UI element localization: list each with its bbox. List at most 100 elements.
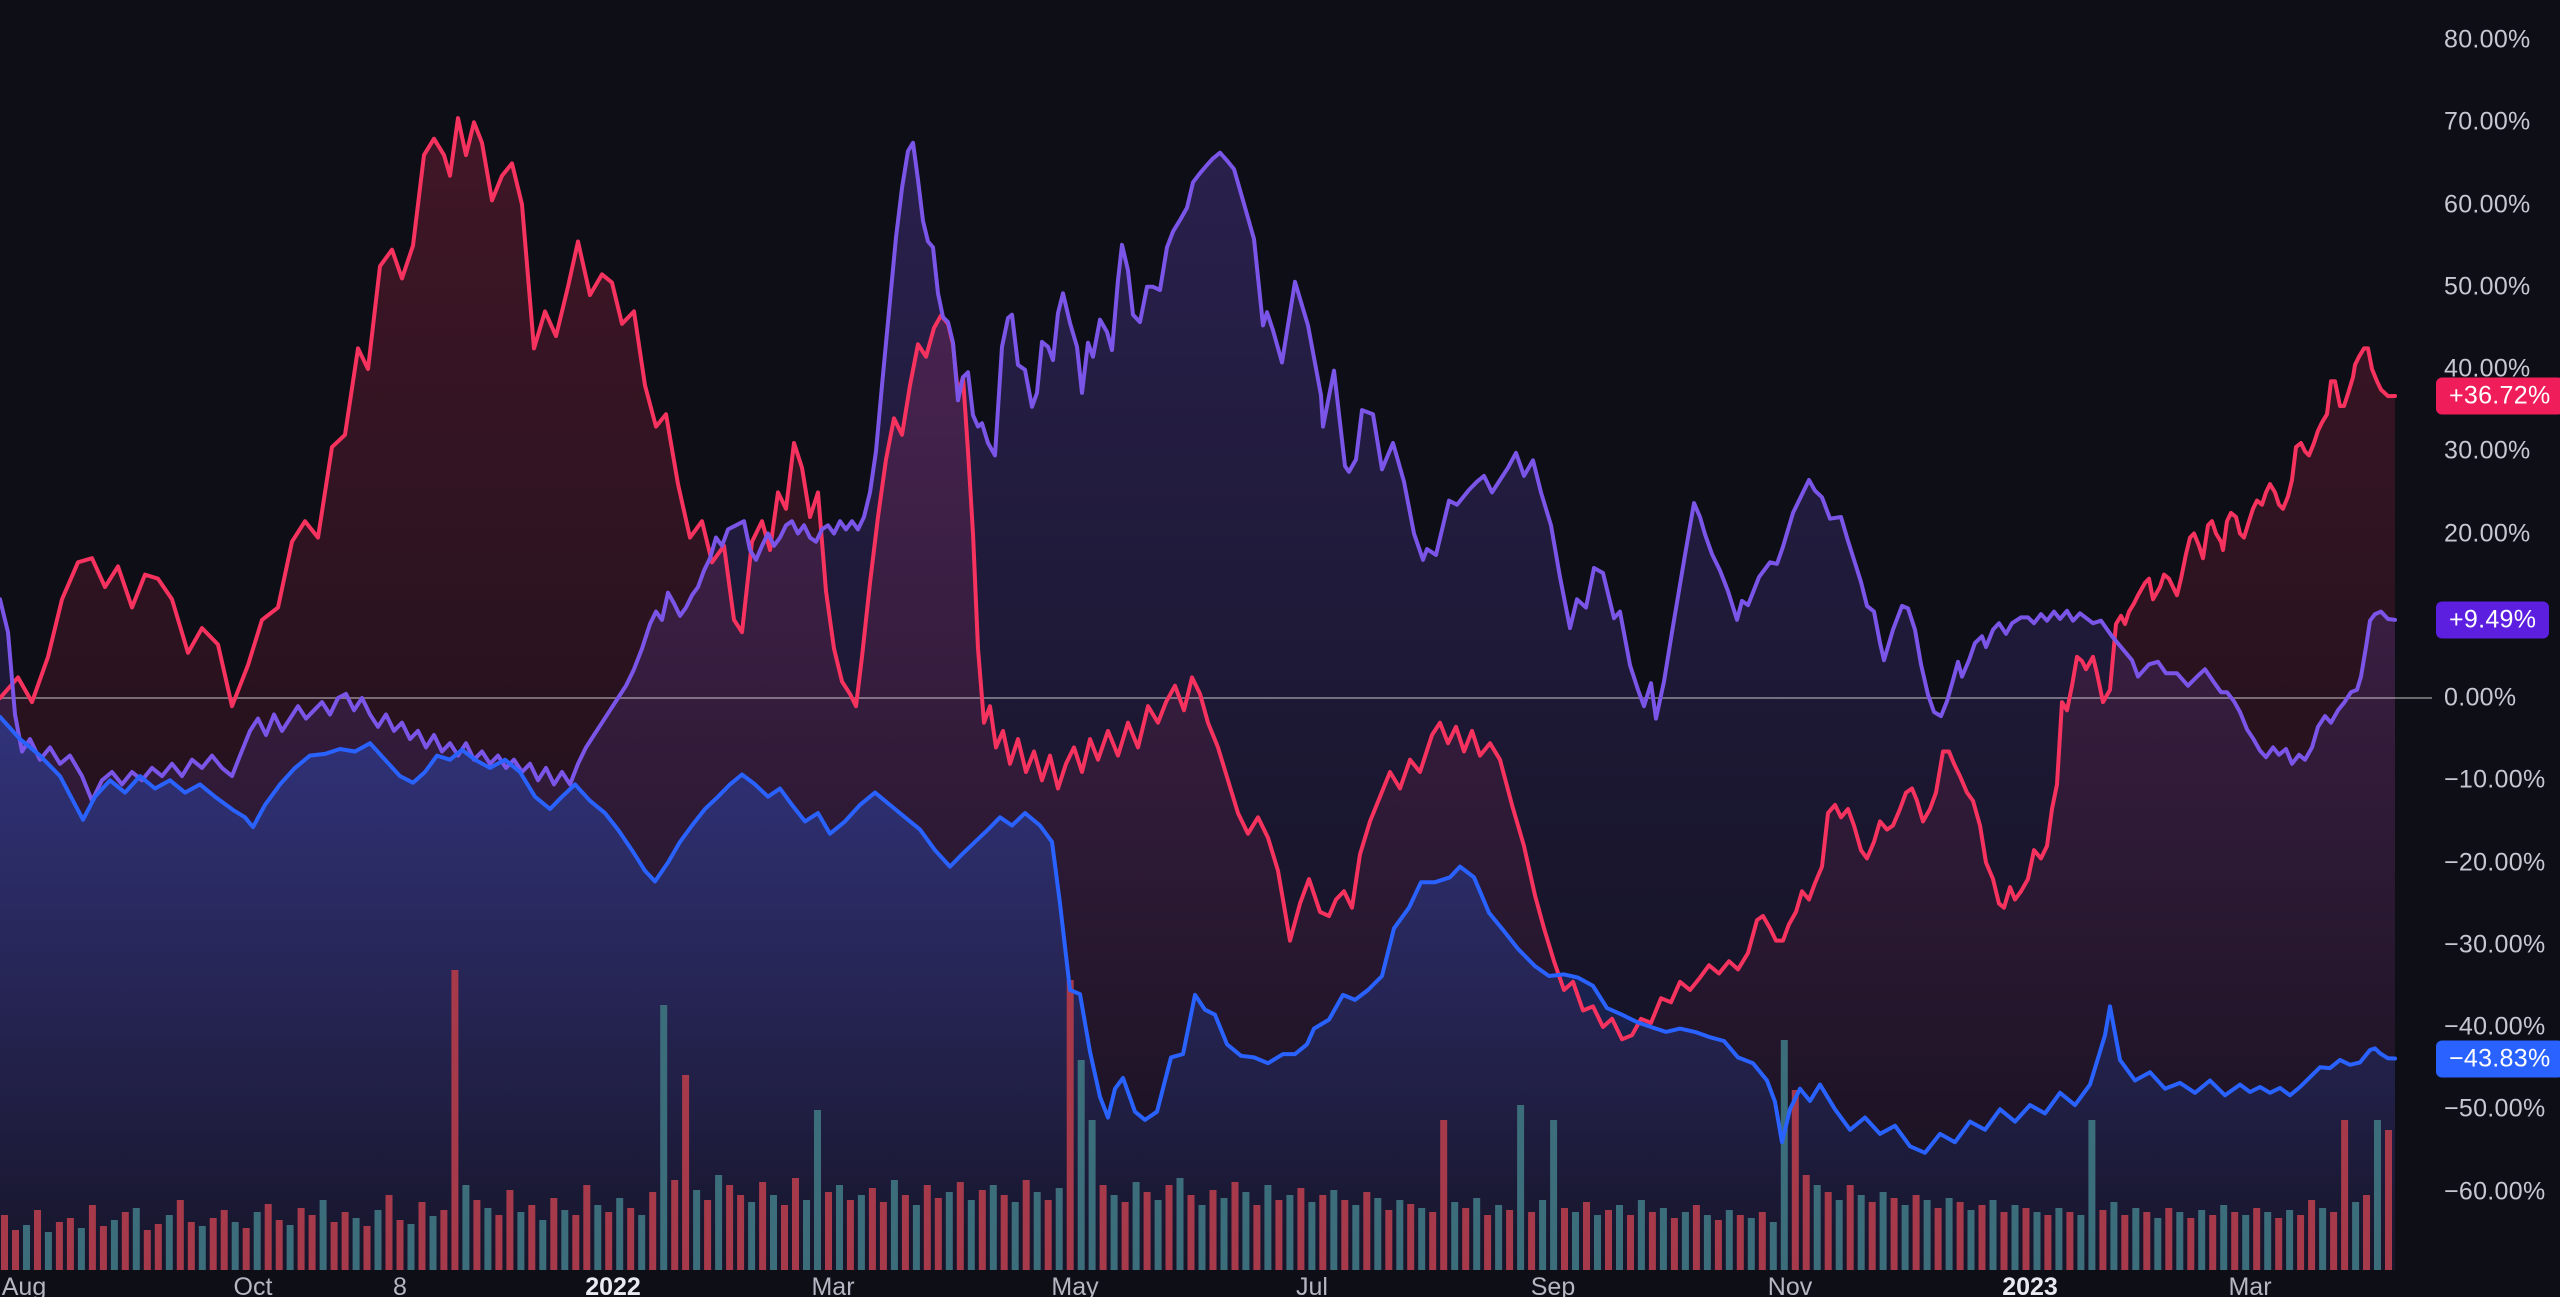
volume-bar <box>825 1192 832 1270</box>
volume-bar <box>759 1182 767 1270</box>
volume-bar <box>1572 1212 1579 1270</box>
volume-bar <box>110 1220 118 1270</box>
volume-bar <box>1418 1208 1426 1270</box>
volume-bar <box>605 1212 613 1270</box>
volume-bar <box>616 1198 624 1270</box>
volume-bar <box>1769 1222 1777 1270</box>
volume-bar <box>879 1202 887 1270</box>
volume-bar <box>330 1222 338 1270</box>
volume-bar <box>1681 1212 1689 1270</box>
volume-bar <box>1088 1120 1096 1270</box>
volume-bar <box>2099 1210 2107 1270</box>
volume-bar <box>682 1075 690 1270</box>
volume-bar <box>2341 1120 2349 1270</box>
volume-bar <box>2231 1212 2239 1270</box>
volume-bar <box>2011 1205 2019 1270</box>
series-red-line[interactable] <box>0 116 2397 1042</box>
volume-bar <box>1099 1185 1107 1270</box>
volume-bar <box>2165 1208 2173 1270</box>
volume-bar <box>1484 1215 1492 1270</box>
volume-bar <box>1780 1040 1788 1270</box>
zero-gridline <box>0 697 2432 699</box>
volume-bar <box>1648 1212 1656 1270</box>
volume-bar <box>1308 1202 1316 1270</box>
volume-bar <box>1264 1185 1272 1270</box>
volume-bar <box>1165 1185 1173 1270</box>
volume-bar <box>1725 1210 1733 1270</box>
volume-bar <box>550 1198 558 1270</box>
time-axis-label: 8 <box>393 1273 407 1297</box>
volume-bar <box>1495 1205 1503 1270</box>
volume-bar <box>2374 1120 2381 1270</box>
volume-bar <box>341 1212 349 1270</box>
volume-bar <box>1132 1182 1140 1270</box>
price-lines <box>0 116 2397 1155</box>
area-fills <box>0 118 2395 1271</box>
volume-bar <box>2385 1130 2392 1270</box>
time-axis-label: Aug <box>1 1273 47 1297</box>
volume-bar <box>2363 1195 2370 1270</box>
y-axis-tick-label: −60.00% <box>2444 1177 2546 1205</box>
volume-bar <box>627 1208 635 1270</box>
volume-bar <box>594 1205 602 1270</box>
volume-bar <box>528 1205 536 1270</box>
volume-bar <box>99 1226 107 1270</box>
volume-bar <box>945 1192 953 1270</box>
volume-bar <box>1890 1198 1898 1270</box>
volume-bar <box>1297 1188 1305 1270</box>
volume-bar <box>1692 1205 1700 1270</box>
volume-bar <box>539 1220 547 1270</box>
volume-bar <box>517 1212 525 1270</box>
volume-bar <box>1286 1195 1294 1270</box>
volume-bar <box>770 1195 777 1270</box>
volume-bar <box>1583 1202 1590 1270</box>
volume-bar <box>1462 1208 1470 1270</box>
volume-bar <box>2000 1212 2008 1270</box>
volume-bar <box>1231 1182 1239 1270</box>
volume-bar <box>209 1218 217 1270</box>
volume-bar <box>1967 1210 1975 1270</box>
volume-bar <box>1319 1195 1327 1270</box>
volume-bar <box>1187 1195 1195 1270</box>
volume-bar <box>407 1224 415 1270</box>
price-badge-red: +36.72% <box>2436 377 2560 415</box>
volume-bar <box>561 1210 569 1270</box>
volume-bar <box>1989 1200 1997 1270</box>
volume-bar <box>1813 1185 1821 1270</box>
volume-bar <box>1923 1200 1931 1270</box>
volume-bar <box>1791 1090 1799 1270</box>
volume-bar <box>1802 1175 1810 1270</box>
volume-bar <box>890 1180 898 1270</box>
price-badge-blue: −43.83% <box>2436 1040 2560 1077</box>
volume-bar <box>1934 1208 1942 1270</box>
y-axis-tick-label: 50.00% <box>2444 272 2531 301</box>
volume-bar <box>1000 1195 1008 1270</box>
y-axis-tick-label: 60.00% <box>2444 190 2531 218</box>
volume-bar <box>1363 1192 1371 1270</box>
volume-bar <box>2044 1215 2052 1270</box>
volume-bar <box>1956 1202 1964 1270</box>
volume-bar <box>2187 1218 2195 1270</box>
volume-bar <box>1517 1105 1525 1270</box>
volume-bar <box>1154 1200 1162 1270</box>
series-blue-line[interactable] <box>0 714 2397 1155</box>
volume-bar <box>77 1228 85 1270</box>
time-axis-label: May <box>1051 1273 1099 1297</box>
volume-bar <box>34 1210 41 1270</box>
volume-bar <box>781 1205 788 1270</box>
volume-bar <box>1594 1215 1601 1270</box>
volume-bar <box>989 1185 997 1270</box>
volume-bar <box>1758 1212 1766 1270</box>
volume-bar <box>165 1215 173 1270</box>
volume-bar <box>1275 1200 1283 1270</box>
volume-bar <box>121 1212 129 1270</box>
volume-bar <box>264 1204 272 1270</box>
volume-bar <box>2198 1210 2206 1270</box>
volume-bar <box>1747 1218 1755 1270</box>
time-axis-label: Mar <box>2228 1273 2272 1297</box>
volume-bar <box>352 1218 360 1270</box>
volume-bar <box>2209 1215 2217 1270</box>
volume-bar <box>2143 1212 2151 1270</box>
